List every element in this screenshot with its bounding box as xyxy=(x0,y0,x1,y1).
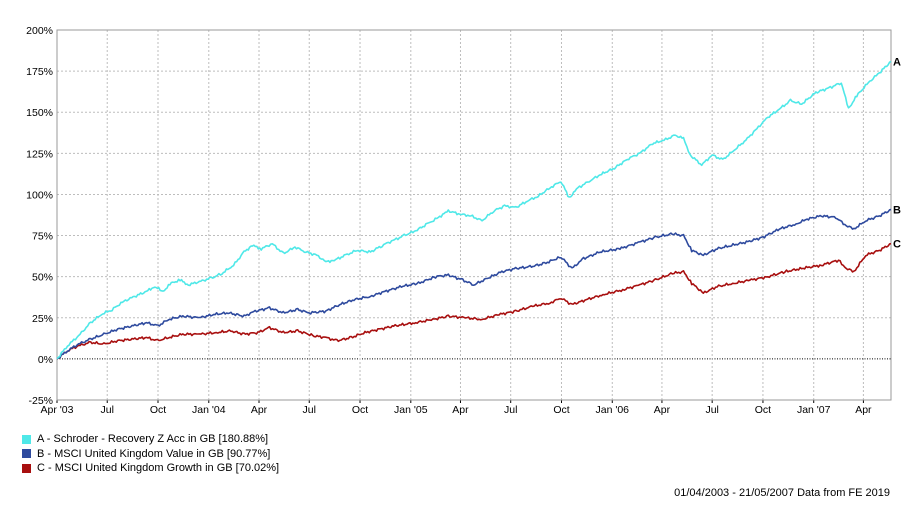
x-tick-label: Oct xyxy=(755,404,771,416)
legend-item-c: C - MSCI United Kingdom Growth in GB [70… xyxy=(22,461,279,476)
x-tick-label: Jan '06 xyxy=(595,404,629,416)
performance-chart: -25% 0% 25% 50% 75% 100% 125% 150% 175% 200% Apr … xyxy=(26,25,901,416)
x-tick-label: Apr xyxy=(251,404,268,416)
series-end-label-b: B xyxy=(893,205,901,217)
x-tick-label: Jul xyxy=(705,404,718,416)
x-tick-label: Jul xyxy=(303,404,316,416)
y-tick-label: 175% xyxy=(26,66,53,78)
x-tick-label: Jan '07 xyxy=(797,404,831,416)
legend-label-a: A - Schroder - Recovery Z Acc in GB [180… xyxy=(37,433,269,445)
series-line-b xyxy=(56,208,892,360)
y-tick-label: 50% xyxy=(32,272,53,284)
y-tick-label: 125% xyxy=(26,148,53,160)
chart-legend: A - Schroder - Recovery Z Acc in GB [180… xyxy=(22,432,279,476)
series-lines xyxy=(56,60,892,360)
x-tick-label: Apr xyxy=(855,404,872,416)
x-tick-label: Apr '03 xyxy=(41,404,74,416)
x-tick-label: Jan '04 xyxy=(192,404,226,416)
x-tick-label: Jan '05 xyxy=(394,404,428,416)
series-line-c xyxy=(56,242,892,360)
date-range-source-note: 01/04/2003 - 21/05/2007 Data from FE 201… xyxy=(674,487,890,499)
y-tick-label: 0% xyxy=(38,354,53,366)
x-tick-label: Apr xyxy=(452,404,469,416)
x-tick-label: Jul xyxy=(101,404,114,416)
legend-swatch-b xyxy=(22,449,31,459)
series-line-a xyxy=(56,60,892,360)
plot-border xyxy=(56,29,892,401)
series-end-labels: C B A xyxy=(893,56,901,250)
legend-label-c: C - MSCI United Kingdom Growth in GB [70… xyxy=(37,462,280,474)
y-tick-label: 25% xyxy=(32,313,53,325)
x-tick-label: Oct xyxy=(150,404,166,416)
grid-lines xyxy=(56,29,892,403)
y-tick-label: 75% xyxy=(32,231,53,243)
x-tick-label: Apr xyxy=(654,404,671,416)
x-tick-label: Oct xyxy=(553,404,569,416)
y-tick-label: 100% xyxy=(26,189,53,201)
y-tick-label: -25% xyxy=(28,395,53,407)
legend-item-a: A - Schroder - Recovery Z Acc in GB [180… xyxy=(22,432,279,447)
y-axis-tick-labels: -25% 0% 25% 50% 75% 100% 125% 150% 175% 200% xyxy=(26,25,53,407)
x-axis-tick-labels: Apr '03 Jul Oct Jan '04 Apr Jul Oct Jan '05 Apr J… xyxy=(41,404,873,416)
x-tick-label: Jul xyxy=(504,404,517,416)
series-end-label-a: A xyxy=(893,56,901,68)
series-end-label-c: C xyxy=(893,239,901,251)
legend-label-b: B - MSCI United Kingdom Value in GB [90.… xyxy=(37,447,271,460)
x-tick-label: Oct xyxy=(352,404,368,416)
y-tick-label: 200% xyxy=(26,25,53,37)
y-tick-label: 150% xyxy=(26,107,53,119)
legend-swatch-a xyxy=(22,434,31,444)
legend-swatch-c xyxy=(22,463,31,473)
legend-item-b: B - MSCI United Kingdom Value in GB [90.… xyxy=(22,447,279,462)
